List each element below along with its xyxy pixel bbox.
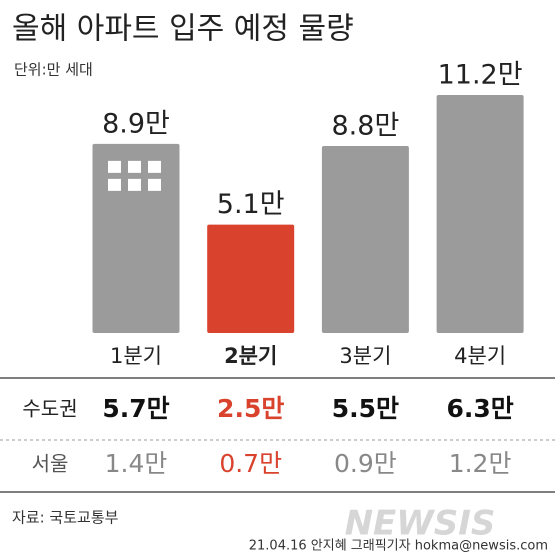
table-cell: 0.7만	[219, 449, 282, 478]
bar	[321, 146, 409, 333]
value-label: 8.9만	[102, 108, 170, 139]
source: 자료: 국토교통부	[12, 509, 119, 527]
table-cell: 1.2만	[449, 449, 512, 478]
x-tick-label: 1분기	[110, 344, 162, 368]
x-tick-label: 2분기	[224, 344, 277, 368]
credit: 21.04.16 안지혜 그래픽기자 hokma@newsis.com	[249, 539, 548, 554]
window-icon	[128, 178, 141, 191]
window-icon	[148, 160, 161, 173]
table-cell: 1.4만	[105, 449, 168, 478]
value-label: 5.1만	[217, 189, 285, 220]
chart-title: 올해 아파트 입주 예정 물량	[12, 12, 354, 47]
bar	[207, 224, 295, 333]
table-cell: 2.5만	[217, 394, 284, 423]
window-icon	[128, 160, 141, 173]
table-cell: 6.3만	[446, 394, 513, 423]
row-label: 수도권	[22, 397, 77, 421]
row-label: 서울	[32, 452, 69, 476]
value-label: 11.2만	[438, 60, 523, 91]
bar	[92, 143, 180, 333]
table-cell: 0.9만	[334, 449, 397, 478]
x-tick-label: 3분기	[339, 344, 391, 368]
bar	[436, 95, 524, 333]
value-label: 8.8만	[332, 111, 400, 142]
window-icon	[108, 178, 121, 191]
window-icon	[148, 178, 161, 191]
table-cell: 5.7만	[102, 394, 169, 423]
table-cell: 5.5만	[332, 394, 399, 423]
watermark: NEWSIS	[345, 504, 496, 544]
window-icon	[108, 160, 121, 173]
unit-label: 단위:만 세대	[14, 61, 93, 79]
x-tick-label: 4분기	[454, 344, 506, 368]
